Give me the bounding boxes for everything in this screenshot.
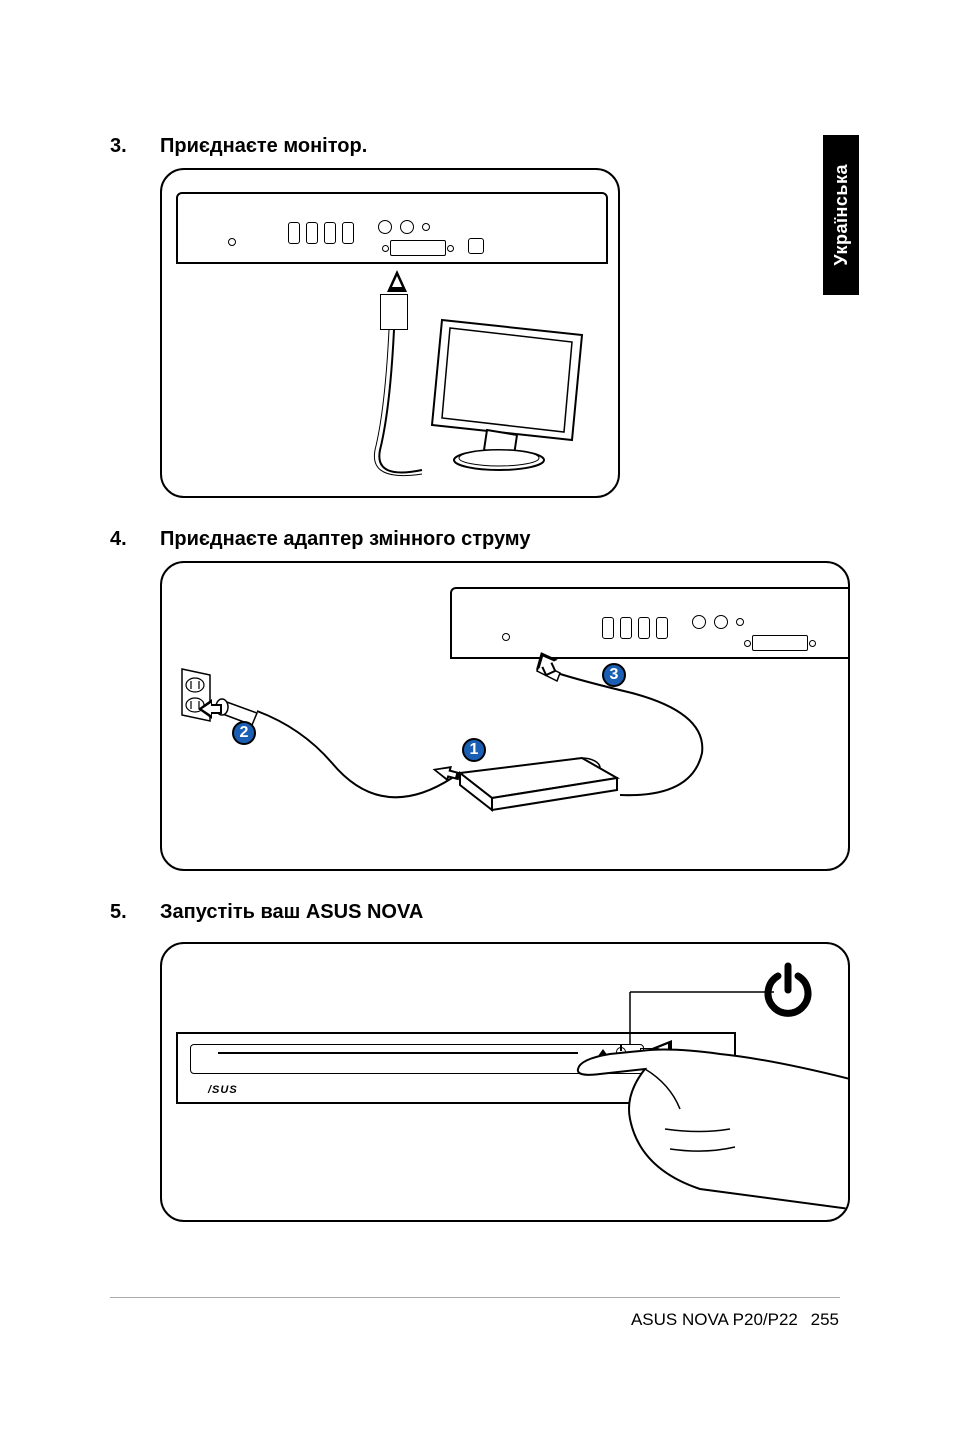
step-5-title: Запустіть ваш ASUS NOVA [160, 901, 423, 924]
step-5-heading: 5. Запустіть ваш ASUS NOVA [110, 901, 850, 924]
footer-product: ASUS NOVA P20/P22 [631, 1310, 798, 1329]
arrow-icon [198, 699, 224, 719]
figure-power-on: /SUS [160, 942, 850, 1222]
ac-adapter-icon [452, 753, 622, 813]
callout-1: 1 [462, 738, 486, 762]
cables-icon [162, 563, 850, 871]
step-5: 5. Запустіть ваш ASUS NOVA /SUS [110, 901, 850, 1222]
figure-connect-adapter: 1 2 3 [160, 561, 850, 871]
step-3: 3. Приєднаєте монітор. [110, 135, 850, 498]
step-3-title: Приєднаєте монітор. [160, 135, 367, 158]
arrow-icon [432, 763, 462, 783]
step-3-number: 3. [110, 135, 160, 158]
hand-icon [570, 1039, 850, 1214]
step-4-title: Приєднаєте адаптер змінного струму [160, 528, 530, 551]
callout-3: 3 [602, 663, 626, 687]
power-symbol-icon [758, 962, 818, 1022]
page-content: 3. Приєднаєте монітор. [110, 135, 850, 1252]
step-4-number: 4. [110, 528, 160, 551]
step-4: 4. Приєднаєте адаптер змінного струму [110, 528, 850, 871]
monitor-icon [422, 310, 602, 480]
arrow-icon [532, 651, 562, 677]
figure-connect-monitor [160, 168, 620, 498]
step-3-heading: 3. Приєднаєте монітор. [110, 135, 850, 158]
callout-2: 2 [232, 721, 256, 745]
step-5-number: 5. [110, 901, 160, 924]
footer-rule [110, 1297, 840, 1298]
footer-page-number: 255 [811, 1310, 839, 1329]
step-4-heading: 4. Приєднаєте адаптер змінного струму [110, 528, 850, 551]
footer: ASUS NOVA P20/P22 255 [631, 1310, 839, 1330]
